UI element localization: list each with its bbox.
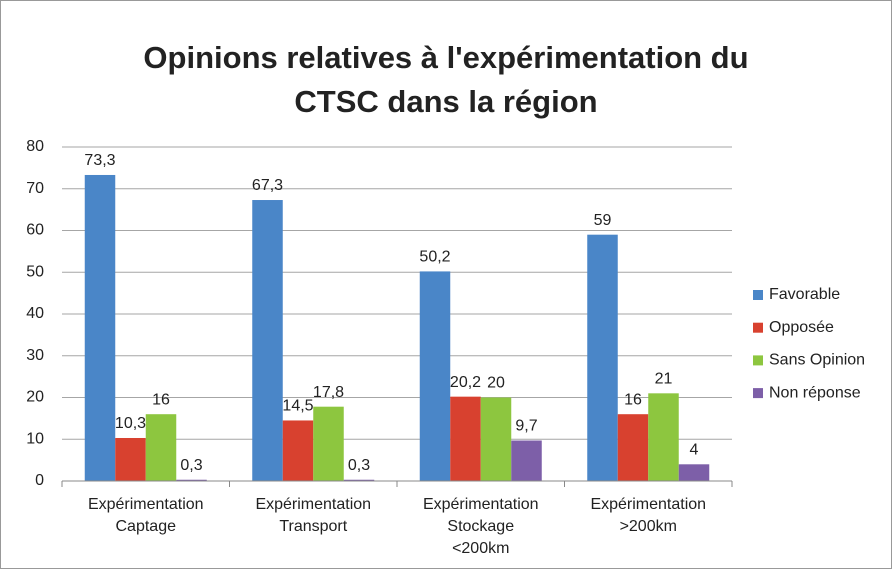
bar	[282, 420, 314, 481]
data-label: 16	[152, 391, 170, 408]
data-label: 20,2	[450, 374, 481, 391]
y-tick-label: 30	[26, 347, 44, 364]
data-label: 0,3	[180, 457, 202, 474]
x-tick-label: Captage	[116, 518, 177, 535]
bar	[115, 437, 146, 481]
data-label: 67,3	[252, 177, 283, 194]
data-label: 73,3	[84, 152, 115, 169]
data-label: 10,3	[115, 415, 146, 432]
bar	[480, 397, 512, 481]
data-label: 16	[624, 391, 642, 408]
y-tick-label: 70	[26, 180, 44, 197]
bar	[648, 393, 679, 481]
legend-swatch	[753, 388, 763, 399]
legend-swatch	[753, 355, 763, 366]
legend-label: Sans Opinion	[769, 352, 865, 369]
bar	[252, 200, 283, 481]
y-tick-label: 0	[35, 472, 44, 489]
x-tick-label: Expérimentation	[255, 496, 371, 513]
y-tick-label: 40	[26, 305, 44, 322]
bar	[313, 406, 344, 481]
data-label: 59	[594, 212, 612, 229]
y-tick-label: 80	[26, 138, 44, 155]
chart-title: Opinions relatives à l'expérimentation d…	[143, 40, 748, 75]
data-label: 4	[690, 442, 699, 459]
x-tick-label: Transport	[279, 518, 347, 535]
x-tick-label: <200km	[452, 540, 509, 557]
legend-label: Favorable	[769, 286, 840, 303]
bar	[176, 479, 207, 481]
y-tick-label: 10	[26, 430, 44, 447]
y-tick-label: 20	[26, 389, 44, 406]
x-tick-label: Expérimentation	[590, 496, 706, 513]
y-tick-label: 50	[26, 263, 44, 280]
bar	[678, 464, 710, 481]
data-label: 20	[487, 375, 505, 392]
data-label: 21	[655, 371, 673, 388]
x-tick-label: >200km	[620, 518, 677, 535]
bar	[617, 414, 649, 481]
x-tick-label: Expérimentation	[88, 496, 204, 513]
bar	[419, 271, 451, 481]
data-label: 50,2	[419, 249, 450, 266]
bar	[84, 174, 116, 481]
bar	[587, 234, 618, 481]
legend-label: Opposée	[769, 319, 834, 336]
x-tick-label: Expérimentation	[423, 496, 539, 513]
legend-label: Non réponse	[769, 384, 861, 401]
data-label: 14,5	[282, 398, 313, 415]
bar	[511, 440, 542, 481]
legend-swatch	[753, 290, 763, 300]
data-label: 0,3	[348, 457, 370, 474]
data-label: 9,7	[515, 418, 537, 435]
data-label: 17,8	[313, 384, 344, 401]
legend-swatch	[753, 322, 763, 333]
x-tick-label: Stockage	[447, 518, 514, 535]
y-tick-label: 60	[26, 222, 44, 239]
bar	[450, 396, 481, 481]
bar	[145, 414, 177, 481]
chart-title: CTSC dans la région	[294, 84, 597, 119]
bar	[343, 479, 375, 481]
